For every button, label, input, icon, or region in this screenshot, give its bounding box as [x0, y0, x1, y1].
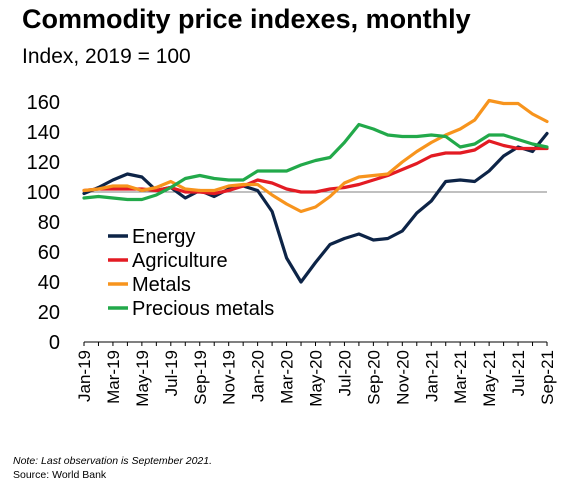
y-tick-label: 80	[38, 212, 60, 234]
x-tick-label: Jul-19	[162, 350, 181, 396]
x-tick-label: Jul-20	[335, 350, 354, 396]
y-tick-label: 160	[27, 92, 60, 114]
x-tick-label: Sep-19	[191, 350, 210, 405]
x-tick-label: Mar-21	[451, 350, 470, 404]
x-tick-label: May-19	[133, 350, 152, 407]
chart-subtitle: Index, 2019 = 100	[22, 45, 191, 68]
chart-source: Source: World Bank	[13, 469, 107, 481]
legend-label-precious-metals: Precious metals	[132, 298, 274, 320]
x-axis: Jan-19 Mar-19 May-19 Jul-19 Sep-19 Nov-19 Jan-…	[75, 342, 557, 407]
legend-label-metals: Metals	[132, 274, 191, 296]
y-tick-label: 100	[27, 182, 60, 204]
x-tick-label: Sep-21	[538, 350, 557, 405]
legend-label-agriculture: Agriculture	[132, 250, 228, 272]
x-tick-label: Mar-20	[278, 350, 297, 404]
series-line-metals	[82, 98, 549, 214]
chart-note: Note: Last observation is September 2021…	[13, 455, 213, 467]
x-tick-label: Nov-19	[220, 350, 239, 405]
x-tick-label: May-21	[480, 350, 499, 407]
y-tick-label: 140	[27, 122, 60, 144]
series-lines	[82, 98, 549, 284]
series-line-precious-metals	[82, 122, 549, 202]
y-tick-label: 0	[49, 332, 60, 354]
x-tick-label: May-20	[307, 350, 326, 407]
x-tick-label: Mar-19	[104, 350, 123, 404]
y-tick-label: 60	[38, 242, 60, 264]
y-tick-label: 20	[38, 302, 60, 324]
x-tick-label: Jul-21	[509, 350, 528, 396]
x-tick-label: Jan-19	[75, 350, 94, 402]
x-tick-label: Jan-20	[249, 350, 268, 402]
y-axis: 0 20 40 60 80 100 120 140 160	[27, 92, 60, 354]
x-tick-label: Sep-20	[364, 350, 383, 405]
y-tick-label: 120	[27, 152, 60, 174]
chart-title: Commodity price indexes, monthly	[22, 4, 471, 34]
y-tick-label: 40	[38, 272, 60, 294]
legend-label-energy: Energy	[132, 226, 195, 248]
x-tick-label: Nov-20	[393, 350, 412, 405]
series-line-agriculture	[82, 139, 549, 196]
x-tick-label: Jan-21	[422, 350, 441, 402]
